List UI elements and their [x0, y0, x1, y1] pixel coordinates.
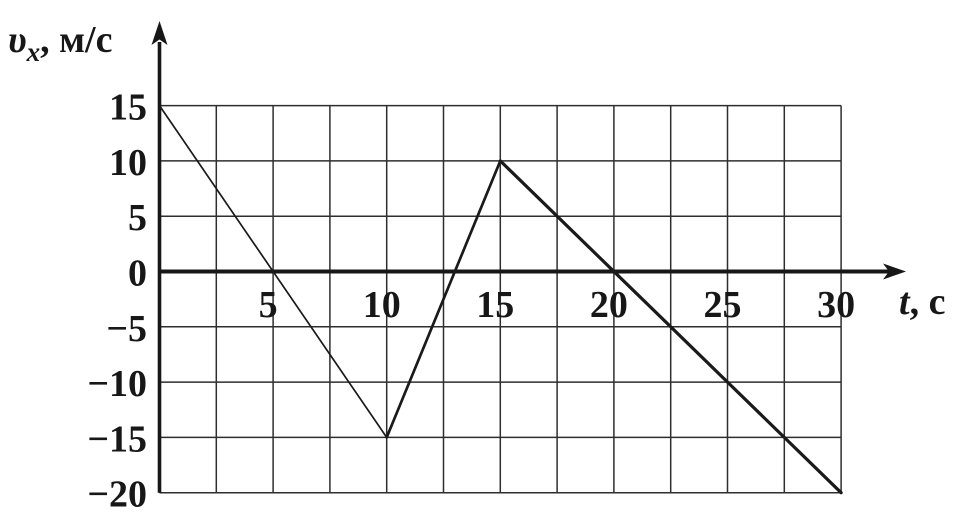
y-tick-label: −10 [87, 363, 147, 405]
y-axis-arrow-icon [151, 21, 168, 45]
data-series-segment [498, 159, 843, 495]
data-series-segment [158, 104, 388, 439]
y-axis-unit: , м/с [40, 19, 112, 61]
tick-labels: 5 10 15 20 25 30 15 10 5 0 −5 −10 −15 −20 [87, 87, 855, 516]
y-tick-label: 15 [109, 87, 147, 129]
axis-titles: υx, м/с t, с [8, 19, 945, 323]
x-axis-symbol: t [899, 281, 911, 323]
y-tick-label: −20 [87, 474, 147, 516]
x-axis-title: t, с [899, 281, 945, 323]
x-axis-unit: , с [910, 281, 946, 323]
y-axis-symbol: υ [8, 19, 27, 61]
x-axis-arrow-icon [883, 263, 906, 280]
x-tick-label: 25 [704, 284, 742, 326]
y-axis-subscript: x [26, 37, 41, 67]
data-series-segment [385, 159, 502, 439]
y-tick-label: 5 [128, 197, 147, 239]
y-tick-label: 10 [109, 142, 147, 184]
x-tick-label: 15 [476, 284, 514, 326]
y-tick-label: −5 [106, 308, 147, 350]
y-axis-title: υx, м/с [8, 19, 112, 67]
y-tick-label: 0 [128, 253, 147, 295]
y-tick-label: −15 [87, 418, 147, 460]
x-tick-label: 10 [363, 284, 401, 326]
axes [151, 21, 906, 493]
x-tick-label: 20 [590, 284, 628, 326]
data-series [158, 104, 843, 495]
x-tick-label: 5 [259, 284, 278, 326]
x-tick-label: 30 [817, 284, 855, 326]
